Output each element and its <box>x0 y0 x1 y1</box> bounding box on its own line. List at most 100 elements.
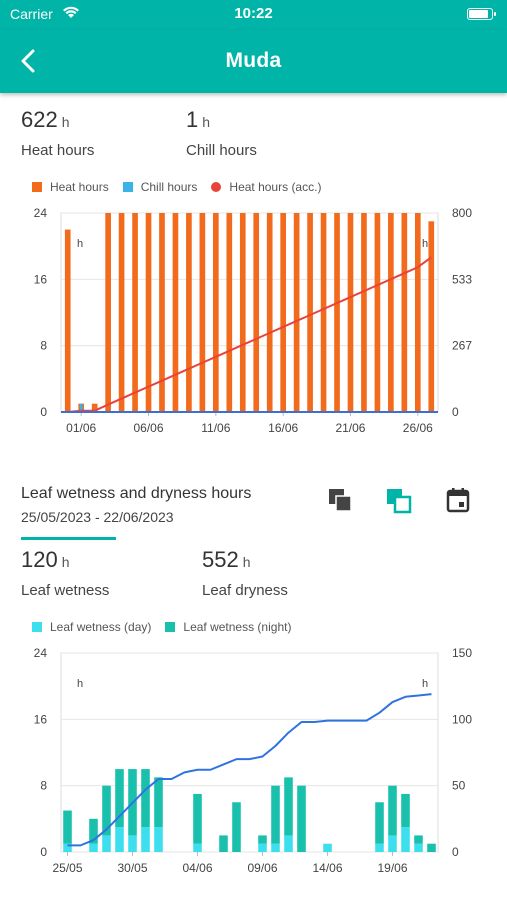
right-axis-tick-label: 267 <box>452 339 472 353</box>
bar <box>193 843 202 852</box>
legend-item-chill-hours[interactable]: Chill hours <box>122 180 198 194</box>
bar <box>154 777 163 828</box>
left-axis-tick-label: 0 <box>40 405 47 419</box>
x-axis-tick-label: 01/06 <box>66 421 96 435</box>
overlap-layers-icon[interactable] <box>384 485 414 515</box>
bar <box>347 213 354 412</box>
x-axis-tick-label: 09/06 <box>247 861 277 875</box>
legend-item-wetness-day[interactable]: Leaf wetness (day) <box>32 620 151 634</box>
x-axis-tick-label: 26/06 <box>403 421 433 435</box>
bar <box>374 213 381 412</box>
chill-hours-label: Chill hours <box>186 142 257 159</box>
heat-chart-legend: Heat hours Chill hours Heat hours (acc.) <box>32 180 335 194</box>
bar <box>414 835 423 844</box>
legend-label: Leaf wetness (day) <box>50 620 152 634</box>
bar <box>414 843 423 852</box>
calendar-icon[interactable] <box>443 485 473 515</box>
leaf-chart-legend: Leaf wetness (day) Leaf wetness (night) <box>32 620 305 634</box>
bar <box>258 843 267 852</box>
left-axis-tick-label: 8 <box>40 779 47 793</box>
heat-hours-chart: 0 8 16 24 0 267 533 800 h h 01/06 06/06 11/06 16/06 21… <box>34 206 473 435</box>
x-axis-tick-label: 11/06 <box>201 421 230 435</box>
right-axis-unit: h <box>422 678 428 690</box>
bar <box>388 785 397 836</box>
wifi-icon <box>63 6 79 18</box>
bar <box>375 843 384 852</box>
leaf-date-range: 25/05/2023 - 22/06/2023 <box>21 509 174 525</box>
bar <box>361 213 367 412</box>
clock-time: 10:22 <box>234 5 273 22</box>
legend-swatch <box>122 182 133 192</box>
x-axis-tick-label: 06/06 <box>134 421 164 435</box>
x-axis-tick-label: 30/05 <box>117 861 147 875</box>
left-axis-tick-label: 24 <box>34 206 48 220</box>
bar <box>334 213 340 412</box>
x-axis-tick-label: 21/06 <box>335 421 365 435</box>
carrier-label: Carrier <box>10 6 53 22</box>
bar <box>388 835 397 852</box>
legend-label: Chill hours <box>140 180 198 194</box>
x-axis-tick-label: 04/06 <box>182 861 212 875</box>
legend-label: Leaf wetness (night) <box>183 620 292 634</box>
bar <box>375 802 384 844</box>
chill-hours-value: 1 <box>186 107 199 132</box>
bar <box>64 229 71 412</box>
right-axis-tick-label: 50 <box>452 779 466 793</box>
bar <box>115 769 124 828</box>
bar <box>239 213 246 412</box>
left-axis-tick-label: 24 <box>34 646 48 660</box>
left-axis-tick-label: 0 <box>40 845 47 859</box>
bar <box>323 843 332 852</box>
legend-item-wetness-night[interactable]: Leaf wetness (night) <box>165 620 291 634</box>
nav-bar: Muda <box>0 30 507 93</box>
left-axis-unit: h <box>77 678 83 690</box>
bar <box>401 827 410 852</box>
bar <box>271 785 280 844</box>
legend-item-heat-hours[interactable]: Heat hours <box>32 180 109 194</box>
bar <box>105 213 111 412</box>
series-line <box>67 256 432 413</box>
bar <box>284 777 293 836</box>
bar <box>145 213 152 412</box>
legend-item-heat-hours-acc[interactable]: Heat hours (acc.) <box>211 180 321 194</box>
bar <box>91 403 98 412</box>
bar <box>266 213 273 412</box>
bar <box>414 213 421 412</box>
heat-hours-label: Heat hours <box>21 142 95 159</box>
bar <box>132 213 138 412</box>
bar <box>271 843 280 852</box>
x-axis-tick-label: 16/06 <box>268 421 298 435</box>
bar <box>293 213 300 412</box>
heat-hours-metric: 622 h Heat hours <box>21 107 94 159</box>
legend-label: Heat hours (acc.) <box>229 180 322 194</box>
battery-icon <box>467 8 496 20</box>
bar <box>284 835 293 852</box>
x-axis-tick-label: 19/06 <box>377 861 407 875</box>
left-axis-tick-label: 16 <box>34 712 48 726</box>
bar <box>141 769 150 828</box>
bar <box>102 785 111 836</box>
back-arrow-icon[interactable] <box>14 46 44 76</box>
bar <box>102 835 111 852</box>
legend-swatch <box>32 182 42 192</box>
right-axis-tick-label: 0 <box>452 405 459 419</box>
bar <box>307 213 313 412</box>
bar <box>199 213 206 412</box>
legend-swatch <box>211 182 222 192</box>
leaf-wetness-value: 120 <box>21 547 58 572</box>
x-axis-tick-label: 25/05 <box>52 861 82 875</box>
left-axis-tick-label: 16 <box>34 272 48 286</box>
bar <box>427 843 436 852</box>
bar <box>186 213 192 412</box>
page-title: Muda <box>225 49 282 72</box>
status-bar: Carrier 10:22 <box>0 0 507 30</box>
legend-swatch <box>32 622 42 632</box>
right-axis-tick-label: 800 <box>452 206 472 220</box>
bar <box>388 213 394 412</box>
leaf-section-title: Leaf wetness and dryness hours <box>21 485 252 502</box>
bar <box>172 213 179 412</box>
leaf-dryness-value: 552 <box>202 547 239 572</box>
series-line <box>67 693 432 847</box>
stack-layers-icon[interactable] <box>326 485 356 515</box>
